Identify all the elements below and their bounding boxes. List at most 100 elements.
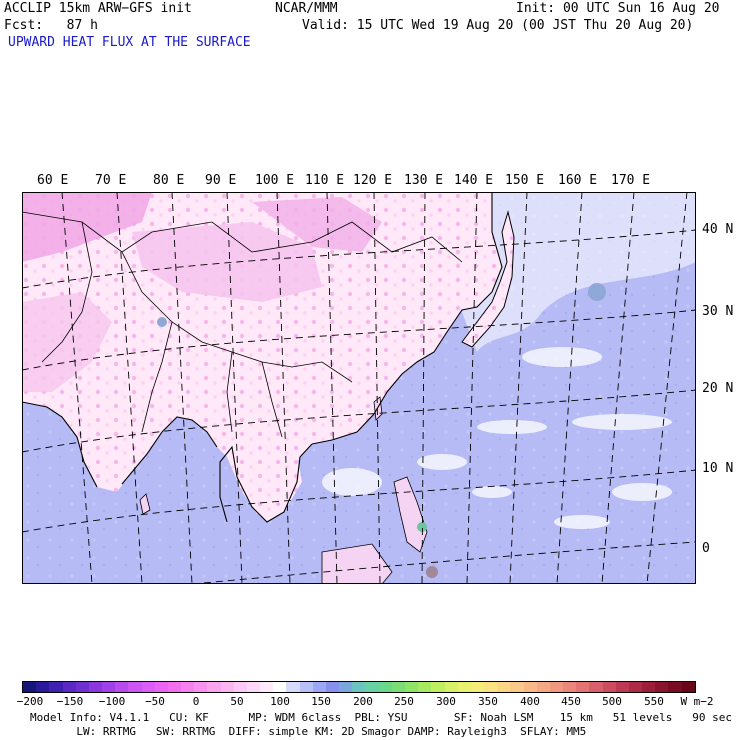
colorbar-swatch (536, 682, 550, 692)
pink-patch (22, 192, 152, 262)
lon-label: 100 E (255, 173, 295, 188)
colorbar-tick: 150 (311, 695, 331, 708)
philippines (393, 476, 428, 553)
colorbar-swatch (510, 682, 524, 692)
colorbar-swatch (62, 682, 76, 692)
arabian-sea (22, 424, 92, 584)
colorbar-swatch (181, 682, 195, 692)
colorbar-swatch (378, 682, 392, 692)
colorbar-swatch (523, 682, 537, 692)
colorbar-swatch (431, 682, 445, 692)
colorbar-swatch (576, 682, 590, 692)
colorbar-swatch (23, 682, 37, 692)
colorbar-swatch (325, 682, 340, 692)
colorbar-tick: 450 (561, 695, 581, 708)
colorbar-tick: 500 (602, 695, 622, 708)
colorbar-units: W m−2 (680, 695, 714, 708)
colorbar-swatch (365, 682, 379, 692)
lat-label: 20 N (702, 381, 734, 396)
pink-patch (252, 197, 382, 252)
heat-flux-map (22, 192, 696, 584)
colorbar-tick: −100 (98, 695, 126, 708)
colorbar-swatch (115, 682, 129, 692)
valid-time: Valid: 15 UTC Wed 19 Aug 20 (00 JST Thu … (302, 18, 694, 33)
lon-label: 70 E (95, 173, 127, 188)
colorbar-swatch (207, 682, 221, 692)
colorbar-swatch (391, 682, 405, 692)
ocean-white-patches (322, 347, 672, 529)
colorbar-tick: 350 (478, 695, 498, 708)
lon-label: 160 E (558, 173, 598, 188)
colorbar-swatch (602, 682, 616, 692)
north-pacific-light (462, 192, 696, 352)
taiwan (373, 396, 383, 421)
colorbar-swatch (88, 682, 103, 692)
colorbar-swatch (273, 682, 287, 692)
colorbar-tick: −200 (16, 695, 44, 708)
colorbar-tick: −50 (145, 695, 165, 708)
country-borders (22, 211, 463, 438)
colorbar-swatch (563, 682, 577, 692)
bay-of-bengal (117, 438, 227, 584)
colorbar-swatch (260, 682, 274, 692)
lon-label: 110 E (305, 173, 345, 188)
colorbar-swatch (418, 682, 432, 692)
colorbar-tick: 400 (520, 695, 540, 708)
lon-label: 130 E (404, 173, 444, 188)
forecast-hour: Fcst: 87 h (4, 18, 98, 33)
colorbar-swatch (497, 682, 511, 692)
lon-label: 90 E (205, 173, 237, 188)
colorbar-tick: 300 (436, 695, 456, 708)
colorbar-tick: 100 (270, 695, 290, 708)
colorbar-swatch (457, 682, 471, 692)
colorbar-swatch (615, 682, 629, 692)
colorbar-swatch (299, 682, 313, 692)
japan (461, 210, 515, 348)
field-name: UPWARD HEAT FLUX AT THE SURFACE (8, 35, 251, 50)
colorbar-swatch (352, 682, 366, 692)
colorbar-swatch (589, 682, 603, 692)
colorbar-swatch (154, 682, 168, 692)
graticule (22, 192, 696, 584)
colorbar-swatch (75, 682, 89, 692)
model-title: ACCLIP 15km ARW−GFS init (4, 1, 192, 16)
model-info-line2: LW: RRTMG SW: RRTMG DIFF: simple KM: 2D … (30, 725, 587, 738)
colorbar-swatch (549, 682, 564, 692)
positive-flux-spots (157, 283, 606, 578)
colorbar-swatch (167, 682, 182, 692)
lon-label: 140 E (454, 173, 494, 188)
colorbar-swatch (404, 682, 419, 692)
colorbar (22, 681, 696, 693)
colorbar-tick: 50 (230, 695, 244, 708)
lon-label: 60 E (37, 173, 69, 188)
colorbar-swatch (470, 682, 485, 692)
colorbar-swatch (339, 682, 353, 692)
colorbar-swatch (484, 682, 498, 692)
colorbar-swatch (141, 682, 155, 692)
colorbar-swatch (642, 682, 656, 692)
colorbar-swatch (128, 682, 142, 692)
colorbar-swatch (49, 682, 63, 692)
colorbar-swatch (246, 682, 261, 692)
lon-label: 150 E (505, 173, 545, 188)
colorbar-swatch (628, 682, 643, 692)
colorbar-tick: 200 (353, 695, 373, 708)
model-info-line1: Model Info: V4.1.1 CU: KF MP: WDM 6class… (30, 711, 732, 724)
borneo (321, 543, 393, 584)
colorbar-tick: 550 (644, 695, 664, 708)
init-time: Init: 00 UTC Sun 16 Aug 20 (516, 1, 720, 16)
colorbar-swatch (655, 682, 669, 692)
colorbar-swatch (194, 682, 208, 692)
colorbar-swatch (681, 682, 695, 692)
pink-patch (132, 222, 322, 302)
sri-lanka (139, 493, 151, 515)
colorbar-swatch (36, 682, 50, 692)
lat-label: 0 (702, 541, 710, 556)
colorbar-tick: 250 (394, 695, 414, 708)
lon-label: 170 E (611, 173, 651, 188)
lat-label: 30 N (702, 304, 734, 319)
colorbar-swatch (286, 682, 300, 692)
lon-label: 120 E (353, 173, 393, 188)
colorbar-swatch (668, 682, 682, 692)
colorbar-swatch (233, 682, 247, 692)
